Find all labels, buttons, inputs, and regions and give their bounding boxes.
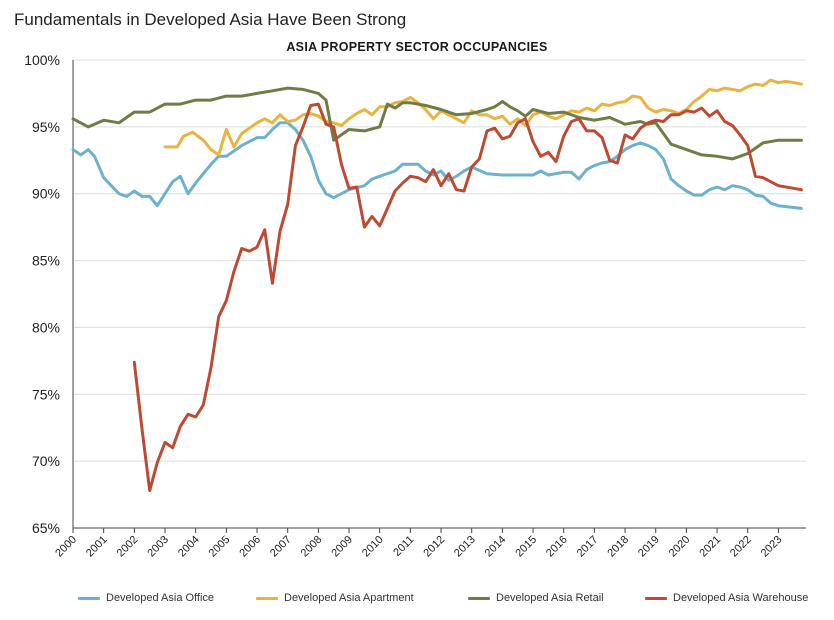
y-tick-labels: 65% 70% 75% 80% 85% 90% 95% 100% (24, 52, 60, 536)
x-tick-label: 2002 (115, 534, 141, 560)
series-line-developed-asia-apartment (163, 78, 803, 157)
x-tick-label: 2022 (728, 534, 754, 560)
x-tick-label: 2013 (452, 534, 478, 560)
legend-item-office: Developed Asia Office (78, 592, 214, 604)
x-tick-label: 2023 (759, 534, 785, 560)
legend: Developed Asia Office Developed Asia Apa… (0, 592, 834, 612)
x-tick-label: 2005 (207, 534, 233, 560)
legend-swatch-warehouse (645, 596, 667, 600)
grid-lines (73, 59, 806, 462)
x-tick-label: 2001 (84, 534, 110, 560)
axes (72, 60, 806, 533)
legend-swatch-office (78, 596, 100, 600)
x-tick-label: 2021 (697, 534, 723, 560)
x-tick-labels: 2000 2001 2002 2003 2004 2005 2006 2007 2008 2009… (53, 534, 784, 560)
x-tick-label: 2009 (329, 534, 355, 560)
legend-label-apartment: Developed Asia Apartment (284, 592, 414, 604)
x-tick-label: 2007 (268, 534, 294, 560)
page-title: Fundamentals in Developed Asia Have Been… (14, 10, 407, 29)
x-tick-label: 2000 (53, 534, 79, 560)
x-tick-label: 2010 (360, 534, 386, 560)
series-lines (71, 78, 803, 493)
legend-swatch-apartment (256, 596, 278, 600)
series-line-developed-asia-warehouse (132, 102, 803, 493)
x-tick-label: 2018 (605, 534, 631, 560)
legend-item-retail: Developed Asia Retail (468, 592, 604, 604)
y-tick-label: 85% (32, 253, 60, 269)
x-tick-label: 2008 (299, 534, 325, 560)
series-line-developed-asia-retail (71, 86, 803, 161)
y-tick-label: 100% (24, 52, 60, 68)
y-tick-label: 95% (32, 119, 60, 135)
x-tick-label: 2006 (237, 534, 263, 560)
y-tick-label: 70% (32, 453, 60, 469)
x-tick-label: 2003 (145, 534, 171, 560)
legend-label-warehouse: Developed Asia Warehouse (673, 592, 809, 604)
x-tick-label: 2011 (391, 534, 416, 559)
legend-label-retail: Developed Asia Retail (496, 592, 604, 604)
x-tick-label: 2019 (636, 534, 662, 560)
y-tick-label: 75% (32, 386, 60, 402)
x-tick-label: 2020 (667, 534, 693, 560)
x-tick-label: 2014 (483, 534, 509, 560)
x-tick-label: 2015 (513, 534, 539, 560)
chart-title: ASIA PROPERTY SECTOR OCCUPANCIES (286, 40, 548, 54)
x-tick-label: 2016 (544, 534, 570, 560)
legend-swatch-retail (468, 596, 490, 600)
y-tick-label: 90% (32, 186, 60, 202)
x-tick-label: 2012 (421, 534, 447, 560)
legend-label-office: Developed Asia Office (106, 592, 215, 604)
x-tick-label: 2004 (176, 534, 202, 560)
legend-item-apartment: Developed Asia Apartment (256, 592, 414, 604)
series-line-developed-asia-office (71, 121, 803, 210)
x-tick-label: 2017 (575, 534, 601, 560)
y-tick-label: 80% (32, 319, 60, 335)
y-tick-label: 65% (32, 520, 60, 536)
legend-item-warehouse: Developed Asia Warehouse (645, 592, 808, 604)
